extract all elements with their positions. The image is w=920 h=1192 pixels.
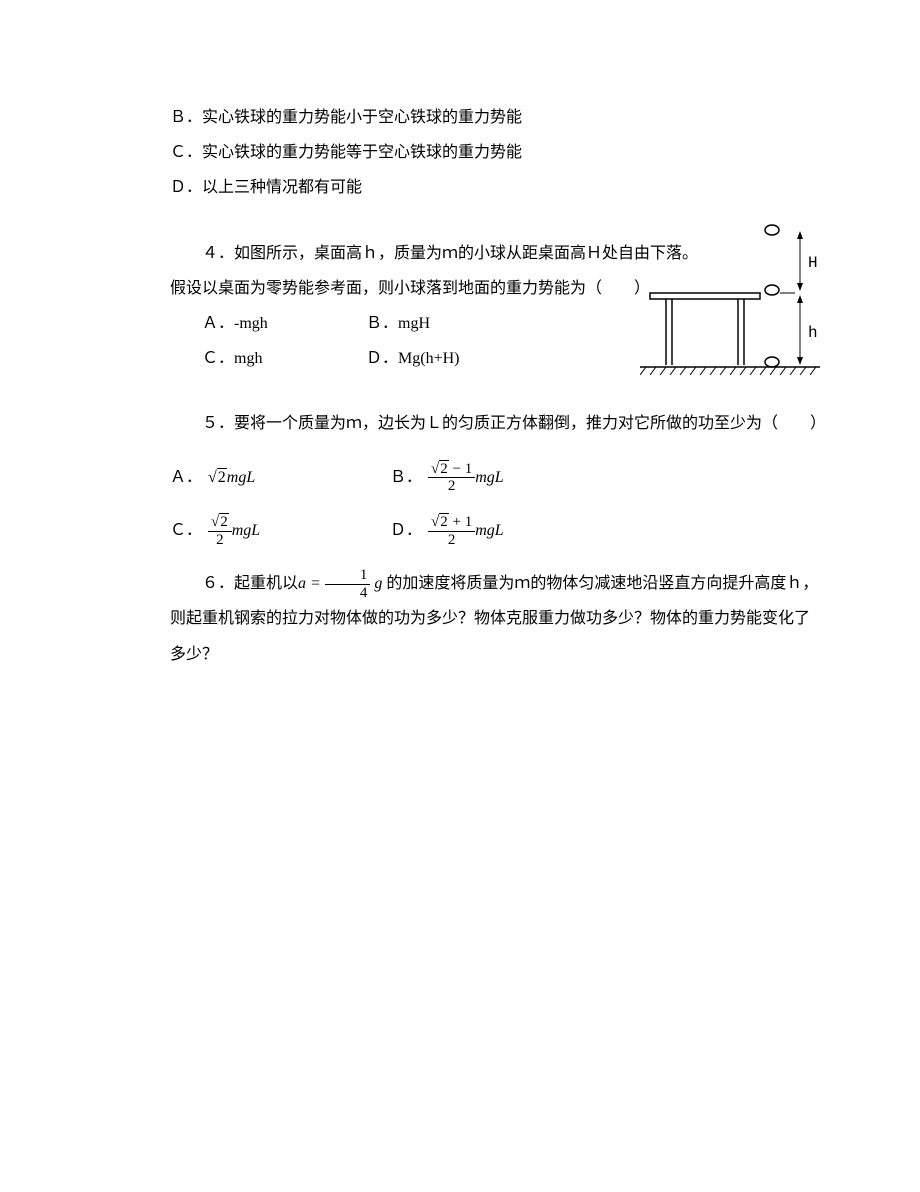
svg-text:h: h [808,324,818,342]
q4-figure: H h [640,215,820,385]
q3-option-b: Ｂ．实心铁球的重力势能小于空心铁球的重力势能 [100,100,820,135]
q5-option-a: Ａ． 2mgL [170,460,390,495]
q5-text: ５．要将一个质量为ｍ，边长为Ｌ的匀质正方体翻倒，推力对它所做的功至少为（ ） [100,406,820,441]
q5-option-c: Ｃ． 2 2 mgL [170,513,390,548]
q3-option-d: Ｄ．以上三种情况都有可能 [100,170,820,205]
q4-option-a: Ａ．-mgh [202,306,362,341]
q6-text: ６．起重机以a = 14 g 的加速度将质量为ｍ的物体匀减速地沿竖直方向提升高度… [100,566,820,672]
q5-option-d: Ｄ． 2 + 1 2 mgL [390,513,610,548]
q4-option-c: Ｃ． mgh [202,341,362,376]
svg-text:H: H [808,254,818,272]
q4-text: ４．如图所示，桌面高ｈ，质量为ｍ的小球从距桌面高Ｈ处自由下落。假设以桌面为零势能… [100,236,700,306]
q5-answers: Ａ． 2mgL Ｂ． 2 − 1 2 mgL Ｃ． [100,460,820,549]
q3-option-c: Ｃ．实心铁球的重力势能等于空心铁球的重力势能 [100,135,820,170]
page: Ｂ．实心铁球的重力势能小于空心铁球的重力势能 Ｃ．实心铁球的重力势能等于空心铁球… [0,0,920,1192]
q4-option-b: Ｂ．mgH [366,306,526,341]
q5-option-b: Ｂ． 2 − 1 2 mgL [390,460,610,495]
q4-option-d: Ｄ．Mg(h+H) [366,341,526,376]
